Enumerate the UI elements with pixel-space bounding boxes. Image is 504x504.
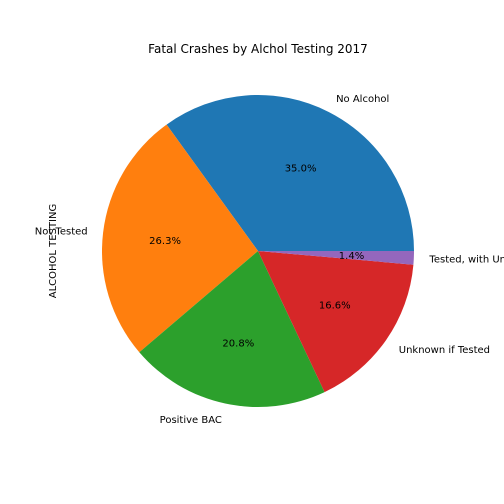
- pct-label-positive-bac: 20.8%: [222, 339, 254, 350]
- slice-label-unknown-if-tested: Unknown if Tested: [399, 345, 490, 356]
- pie-slice-no-alcohol: [166, 95, 415, 251]
- y-axis-label: ALCOHOL TESTING: [48, 204, 59, 298]
- pct-label-tested-with-unknown-results: 1.4%: [339, 251, 364, 262]
- pct-label-unknown-if-tested: 16.6%: [319, 301, 351, 312]
- pie-slice-unknown-if-tested: [258, 251, 414, 393]
- pie-slice-positive-bac: [139, 251, 325, 407]
- pct-label-no-alcohol: 35.0%: [285, 164, 317, 175]
- pie-slices: [102, 95, 415, 407]
- slice-label-positive-bac: Positive BAC: [160, 415, 222, 426]
- pie-labels: 35.0% No Alcohol 26.3% Not Tested 20.8% Posit…: [35, 94, 504, 426]
- chart-title: Fatal Crashes by Alchol Testing 2017: [148, 42, 368, 56]
- pie-slice-not-tested: [102, 124, 258, 353]
- pct-label-not-tested: 26.3%: [149, 236, 181, 247]
- slice-label-no-alcohol: No Alcohol: [336, 94, 389, 105]
- slice-label-not-tested: Not Tested: [35, 227, 88, 238]
- slice-label-tested-with-unknown-results: Tested, with Unknown Results: [428, 255, 504, 266]
- pie-slice-tested-with-unknown-results: [258, 251, 415, 265]
